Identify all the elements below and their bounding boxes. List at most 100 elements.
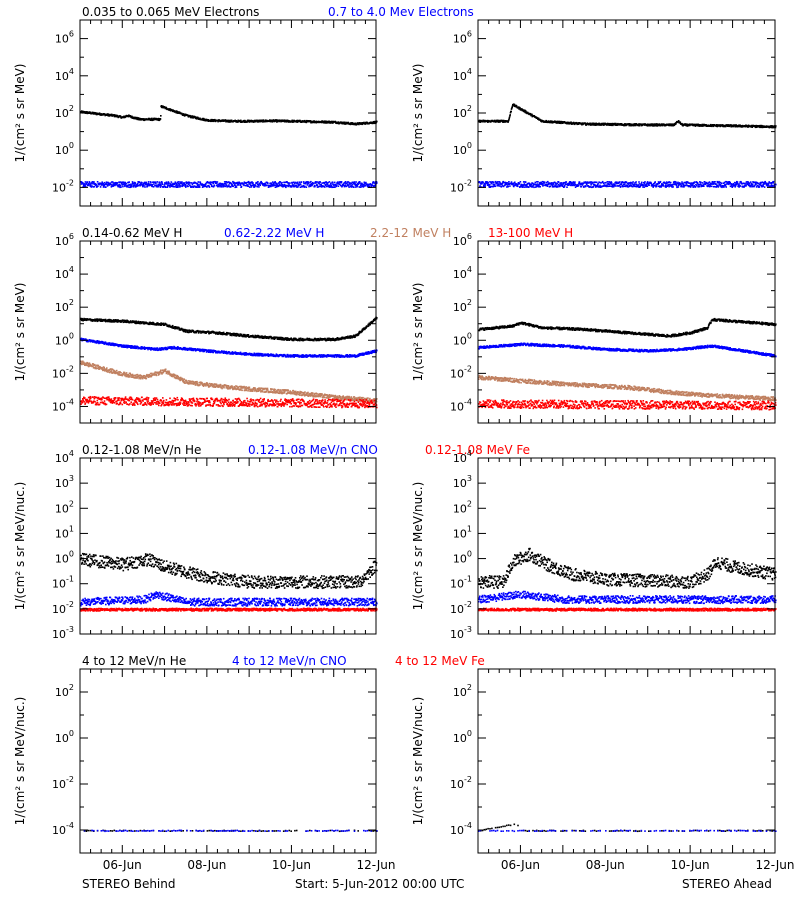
data-point (348, 184, 350, 187)
data-point (555, 120, 557, 123)
data-point (317, 181, 319, 183)
data-point (291, 121, 294, 123)
data-point (550, 182, 553, 184)
data-point (484, 184, 487, 186)
data-point (262, 121, 264, 123)
data-point (179, 185, 182, 187)
data-point (309, 185, 312, 188)
data-point (503, 181, 505, 184)
data-point (330, 120, 333, 123)
data-point (376, 182, 378, 184)
data-point (216, 181, 219, 183)
data-point (98, 183, 101, 186)
data-point (649, 123, 652, 126)
data-point (308, 185, 310, 188)
data-point (703, 185, 705, 187)
data-point (719, 184, 722, 186)
data-point (553, 185, 555, 188)
data-point (509, 114, 511, 116)
data-point (137, 117, 140, 119)
y-tick-label: 10-2 (52, 178, 74, 194)
data-point (701, 182, 704, 184)
data-point (90, 186, 93, 188)
data-point (540, 120, 543, 123)
data-point (105, 186, 107, 188)
data-point (187, 329, 189, 332)
data-point (727, 124, 730, 126)
data-point (542, 184, 544, 186)
data-point (225, 184, 228, 187)
data-point (662, 124, 664, 127)
data-point (524, 181, 527, 183)
data-point (644, 181, 646, 183)
data-point (311, 183, 314, 186)
data-point (566, 121, 569, 124)
data-point (119, 186, 121, 189)
data-point (663, 124, 666, 126)
data-point (283, 181, 285, 184)
data-point (700, 181, 702, 184)
data-point (352, 181, 354, 184)
data-point (343, 184, 345, 187)
data-point (710, 125, 713, 128)
data-point (87, 184, 90, 186)
data-point (175, 112, 178, 114)
y-tick-label: 104 (55, 67, 74, 83)
data-point (294, 181, 296, 184)
data-point (83, 186, 86, 188)
data-point (534, 181, 537, 184)
data-point (157, 183, 159, 186)
data-point (314, 185, 316, 188)
data-point (135, 183, 137, 186)
data-point (493, 183, 496, 186)
data-point (326, 183, 329, 186)
data-point (176, 185, 179, 187)
data-point (530, 114, 532, 117)
data-point (268, 120, 271, 123)
data-point (294, 185, 296, 188)
data-point (499, 182, 502, 185)
data-point (110, 113, 113, 116)
data-point (230, 182, 233, 185)
data-point (567, 182, 569, 185)
data-point (258, 186, 260, 188)
data-point (658, 124, 660, 127)
data-point (250, 184, 253, 187)
data-point (105, 183, 107, 185)
data-point (577, 184, 580, 187)
data-point (517, 183, 519, 185)
data-point (298, 181, 301, 183)
data-point (278, 184, 280, 187)
data-point (303, 182, 305, 185)
data-point (517, 185, 519, 188)
data-point (653, 123, 656, 125)
data-point (261, 182, 263, 185)
data-point (705, 124, 707, 126)
data-point (680, 184, 683, 187)
data-point (610, 182, 613, 184)
data-point (738, 125, 740, 128)
data-point (529, 185, 532, 188)
data-point (293, 184, 295, 186)
data-point (342, 122, 345, 125)
data-point (563, 184, 566, 187)
data-point (610, 122, 612, 125)
data-point (324, 186, 326, 188)
data-point (274, 120, 277, 122)
y-tick-label: 106 (453, 30, 472, 46)
data-point (751, 126, 754, 128)
data-point (677, 186, 680, 188)
data-point (184, 183, 187, 186)
legend-entry: 2.2-12 MeV H (370, 226, 451, 240)
data-point (120, 186, 122, 188)
y-axis-label: 1/(cm² s sr MeV) (411, 64, 425, 163)
data-point (287, 119, 289, 122)
data-point (694, 125, 697, 127)
data-point (535, 185, 538, 188)
data-point (660, 124, 662, 126)
data-point (106, 113, 109, 115)
legend-entry: 0.035 to 0.065 MeV Electrons (82, 5, 259, 19)
data-point (157, 322, 159, 324)
data-point (279, 181, 282, 183)
